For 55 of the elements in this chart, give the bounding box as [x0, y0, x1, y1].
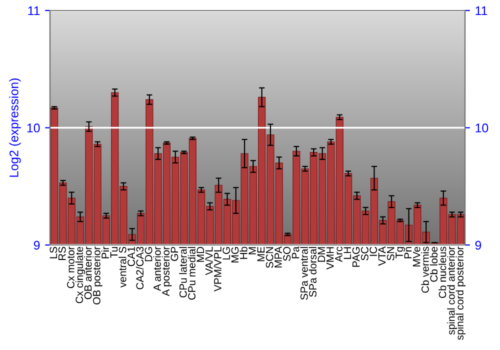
x-tick-label: SPa dorsal [308, 247, 316, 297]
x-tick-label: Pir [101, 246, 109, 258]
y2-tick-label: 11 [476, 6, 488, 16]
x-tick-label: Cx motor [67, 246, 74, 288]
x-tick-label: GP [170, 246, 178, 261]
y-tick-label: 10 [27, 124, 40, 132]
y-tick-label: 9 [34, 240, 40, 250]
x-tick-label: Cb lobe [430, 246, 438, 282]
x-tick-label: PAG [352, 247, 360, 267]
x-tick-label: Tg [396, 247, 406, 258]
x-tick-label: SN [386, 247, 394, 260]
x-tick-label: VTA [378, 246, 386, 266]
x-tick-label: ventral S [118, 246, 126, 288]
x-tick-label: MPA [274, 246, 282, 268]
y-tick-label: 11 [28, 6, 40, 16]
x-tick-label: CPu lateral [179, 247, 187, 298]
x-tick-label: CPu medial [188, 247, 196, 300]
x-tick-label: A posterior [162, 246, 172, 296]
x-tick-label: IC [370, 246, 378, 256]
x-tick-label: SPa ventral [300, 247, 308, 300]
x-tick-label: spinal cord anterior [447, 246, 457, 335]
x-tick-label: DM [318, 247, 326, 262]
x-tick-label: Cb vermis [421, 246, 429, 293]
x-tick-label: CA1 [128, 246, 135, 266]
x-tick-label: Hb [240, 246, 248, 259]
x-tick-label: A anterior [153, 246, 161, 291]
x-tick-label: LS [50, 246, 58, 258]
x-tick-label: M [248, 247, 256, 254]
x-tick-label: ME [257, 246, 265, 262]
x-tick-label: LG [222, 247, 230, 260]
y2-tick-label: 10 [476, 124, 488, 132]
y-axis-title: Log2 (expression) [9, 78, 21, 177]
x-tick-label: CA2/CA3 [136, 246, 144, 290]
x-tick-label: Pn [404, 247, 412, 258]
x-tick-label: LH [344, 247, 351, 259]
x-tick-label: spinal cord posterior [456, 246, 466, 340]
x-tick-label: RS [58, 246, 66, 260]
x-tick-label: Arc [335, 246, 342, 262]
x-tick-label: VMH [326, 247, 334, 270]
x-tick-label: SCN [266, 247, 274, 268]
x-tick-label: OB posterior [92, 246, 102, 304]
x-tick-label: SC [360, 246, 368, 260]
x-tick-label: MVe [412, 246, 420, 266]
x-tick-label: VPM/VPL [214, 246, 222, 292]
y2-tick-label: 9 [475, 240, 482, 250]
x-tick-label: MG [231, 247, 239, 262]
x-tick-label: SO [283, 246, 291, 261]
x-tick-label: Tu [110, 247, 118, 258]
x-tick-label: Pa [292, 246, 300, 258]
x-tick-label: MD [196, 246, 204, 262]
x-tick-label: VA/VL [205, 246, 213, 276]
x-tick-label: Cx cingulate [75, 246, 86, 304]
x-tick-label: DG [144, 247, 152, 262]
x-tick-label: OB anterior [84, 246, 92, 300]
x-tick-label: Cb nucleus [438, 246, 446, 298]
